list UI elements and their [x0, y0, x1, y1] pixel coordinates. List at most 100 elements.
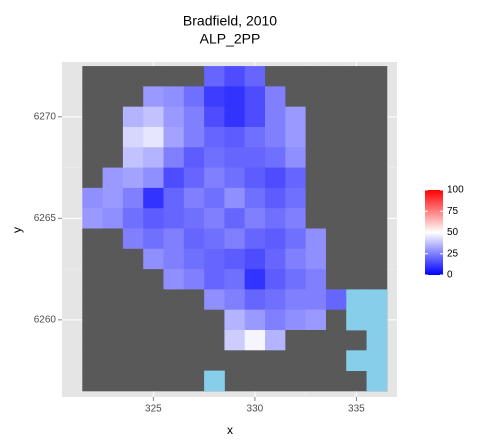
raster-cell	[265, 330, 286, 351]
y-tick-label: 6260	[34, 314, 57, 325]
raster-cell	[163, 187, 185, 209]
raster-cell	[285, 147, 307, 168]
raster-cell	[305, 269, 327, 290]
raster-cell	[244, 187, 266, 209]
raster-cell	[265, 269, 286, 290]
na-cell	[346, 126, 367, 148]
plot-area	[62, 62, 397, 397]
na-cell	[204, 309, 225, 331]
na-cell	[102, 350, 124, 372]
na-cell	[204, 350, 225, 372]
raster-cell	[204, 106, 225, 128]
raster-cell	[122, 106, 144, 128]
raster-cell	[204, 228, 225, 250]
na-cell	[102, 370, 124, 392]
na-cell	[224, 370, 246, 392]
raster-cell	[224, 187, 246, 209]
raster-cell	[244, 289, 266, 311]
na-cell	[82, 370, 104, 392]
na-cell	[102, 228, 124, 250]
raster-cell	[163, 86, 185, 108]
raster-cell	[285, 208, 307, 229]
water-cell	[346, 289, 367, 311]
raster-cell	[143, 248, 164, 270]
raster-cell	[122, 147, 144, 168]
water-cell	[366, 289, 388, 311]
na-cell	[82, 330, 104, 351]
x-axis-title: x	[227, 423, 233, 437]
raster-cell	[305, 309, 327, 331]
na-cell	[346, 86, 367, 108]
na-cell	[305, 126, 327, 148]
na-cell	[102, 86, 124, 108]
na-cell	[82, 309, 104, 331]
raster-cell	[122, 208, 144, 229]
raster-cell	[244, 330, 266, 351]
raster-cell	[183, 106, 205, 128]
na-cell	[325, 187, 347, 209]
na-cell	[265, 370, 286, 392]
na-cell	[346, 330, 367, 351]
raster-cell	[224, 248, 246, 270]
na-cell	[325, 86, 347, 108]
na-cell	[325, 147, 347, 168]
na-cell	[366, 187, 388, 209]
na-cell	[143, 269, 164, 290]
raster-cell	[224, 86, 246, 108]
raster-cell	[244, 147, 266, 168]
na-cell	[82, 248, 104, 270]
na-cell	[122, 289, 144, 311]
raster-cell	[244, 106, 266, 128]
na-cell	[366, 167, 388, 189]
na-cell	[82, 289, 104, 311]
raster-cell	[143, 86, 164, 108]
na-cell	[325, 370, 347, 392]
na-cell	[305, 147, 327, 168]
raster-cell	[183, 86, 205, 108]
raster-cell	[224, 330, 246, 351]
raster-cell	[183, 187, 205, 209]
na-cell	[305, 86, 327, 108]
na-cell	[285, 330, 307, 351]
legend-label: 100	[447, 185, 464, 196]
raster-cell	[163, 248, 185, 270]
na-cell	[163, 330, 185, 351]
raster-cell	[183, 269, 205, 290]
raster-cell	[224, 126, 246, 148]
na-cell	[122, 66, 144, 87]
raster-cell	[224, 106, 246, 128]
raster-cell	[244, 126, 266, 148]
raster-cell	[305, 228, 327, 250]
na-cell	[366, 106, 388, 128]
raster-cell	[183, 126, 205, 148]
na-cell	[366, 86, 388, 108]
na-cell	[122, 350, 144, 372]
na-cell	[366, 208, 388, 229]
na-cell	[122, 86, 144, 108]
na-cell	[366, 147, 388, 168]
chart-title: Bradfield, 2010	[183, 13, 277, 29]
na-cell	[102, 147, 124, 168]
na-cell	[122, 269, 144, 290]
na-cell	[366, 248, 388, 270]
raster-cell	[244, 309, 266, 331]
na-cell	[143, 350, 164, 372]
na-cell	[102, 106, 124, 128]
x-tick-label: 335	[348, 404, 365, 415]
na-cell	[346, 208, 367, 229]
na-cell	[346, 187, 367, 209]
na-cell	[183, 350, 205, 372]
na-cell	[325, 309, 347, 331]
raster-cell	[224, 208, 246, 229]
na-cell	[163, 309, 185, 331]
raster-cell	[265, 228, 286, 250]
na-cell	[183, 66, 205, 87]
na-cell	[82, 269, 104, 290]
raster-cell	[265, 187, 286, 209]
raster-cell	[224, 228, 246, 250]
na-cell	[325, 106, 347, 128]
na-cell	[366, 269, 388, 290]
na-cell	[346, 269, 367, 290]
na-cell	[305, 350, 327, 372]
x-tick-label: 330	[247, 404, 264, 415]
